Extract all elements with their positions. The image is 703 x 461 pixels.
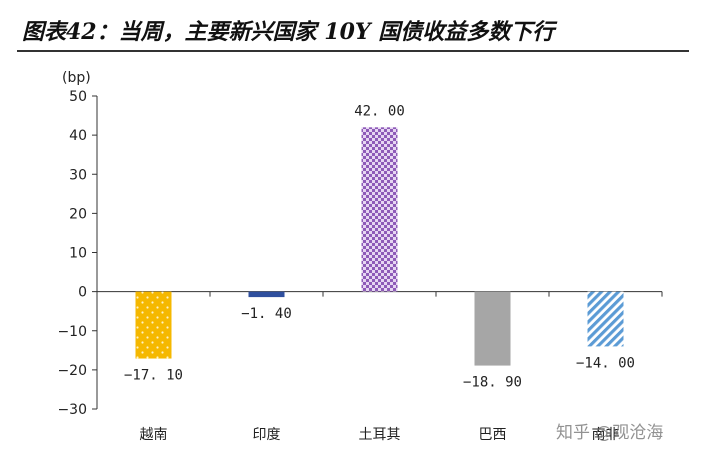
x-tick-label: 南非 xyxy=(592,427,620,443)
data-label: 42. 00 xyxy=(354,103,405,119)
bar-3 xyxy=(474,291,511,366)
x-tick-label: 印度 xyxy=(253,427,281,443)
y-tick-label: 30 xyxy=(69,167,87,183)
data-label: −14. 00 xyxy=(576,355,635,371)
labels: −30 −20 −10 0 10 20 30 40 50 (bp) −17. 10 越南 −1. 40 印… xyxy=(57,70,635,443)
y-tick-label: 10 xyxy=(69,246,87,262)
bar-4 xyxy=(587,291,624,347)
bar-0 xyxy=(135,291,172,359)
data-label: −18. 90 xyxy=(463,375,522,391)
bars xyxy=(135,127,624,366)
y-tick-label: 0 xyxy=(78,285,87,301)
y-tick-label: 20 xyxy=(69,206,87,222)
y-tick-label: −20 xyxy=(57,363,87,379)
bar-2 xyxy=(361,127,398,292)
x-tick-label: 土耳其 xyxy=(359,427,401,443)
y-axis-unit-label: (bp) xyxy=(62,70,91,86)
watermark: 知乎 @观沧海 xyxy=(556,423,664,443)
figure-title: 图表42：当周，主要新兴国家 10Y 国债收益多数下行 xyxy=(22,19,555,45)
bar-1 xyxy=(248,291,285,298)
data-label: −17. 10 xyxy=(124,368,183,384)
x-tick-label: 越南 xyxy=(140,427,168,443)
y-tick-label: 40 xyxy=(69,128,87,144)
title-divider xyxy=(17,50,689,52)
data-label: −1. 40 xyxy=(241,306,292,322)
y-tick-label: −30 xyxy=(57,402,87,418)
x-tick-label: 巴西 xyxy=(479,427,507,443)
y-tick-label: 50 xyxy=(69,89,87,105)
y-tick-label: −10 xyxy=(57,324,87,340)
